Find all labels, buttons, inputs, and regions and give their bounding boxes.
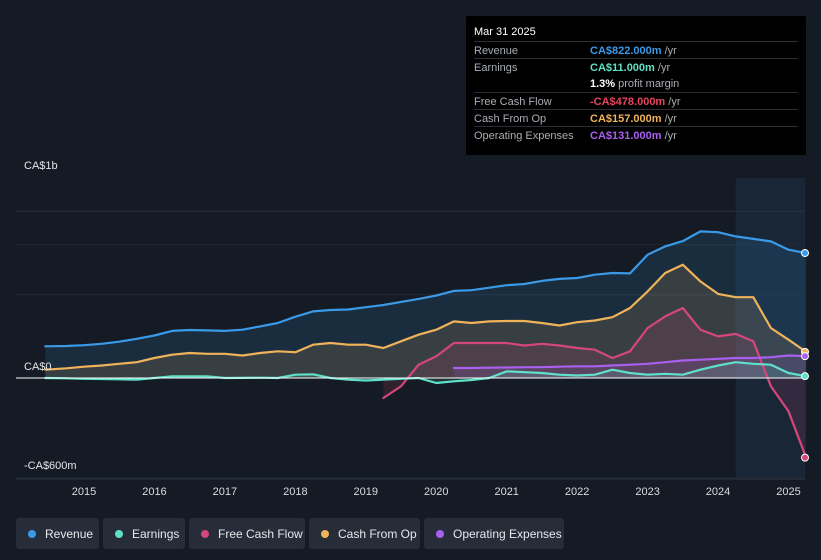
x-tick-label: 2025 — [776, 486, 800, 498]
y-label-bottom: -CA$600m — [24, 460, 77, 472]
x-tick-label: 2017 — [213, 486, 237, 498]
free-cash-flow-area — [383, 308, 807, 458]
tooltip-label: Operating Expenses — [474, 130, 574, 142]
tooltip-value: 1.3% profit margin — [590, 78, 680, 90]
x-tick-label: 2016 — [142, 486, 166, 498]
tooltip-label: Earnings — [474, 62, 518, 74]
x-tick-label: 2019 — [354, 486, 378, 498]
x-tick-label: 2015 — [72, 486, 96, 498]
legend-dot — [436, 529, 444, 538]
tooltip-label: Revenue — [474, 45, 519, 57]
revenue-endpoint — [801, 249, 809, 258]
tooltip-date: Mar 31 2025 — [474, 26, 536, 38]
legend-revenue[interactable]: Revenue — [16, 518, 99, 549]
tooltip-value: CA$131.000m /yr — [590, 130, 677, 142]
y-label-zero: CA$0 — [24, 361, 52, 373]
y-label-top: CA$1b — [24, 160, 58, 172]
tooltip-row-cfo: Cash From Op CA$157.000m /yr — [474, 109, 798, 127]
legend-operating-expenses[interactable]: Operating Expenses — [424, 518, 564, 549]
x-tick-label: 2020 — [424, 486, 448, 498]
x-tick-label: 2024 — [706, 486, 730, 498]
legend-dot — [201, 529, 209, 538]
chart-background — [16, 178, 805, 480]
tooltip-row-fcf: Free Cash Flow -CA$478.000m /yr — [474, 92, 798, 110]
legend-free-cash-flow[interactable]: Free Cash Flow — [189, 518, 305, 549]
cash-from-op-line — [44, 263, 808, 371]
legend-earnings[interactable]: Earnings — [103, 518, 185, 549]
legend-label: Cash From Op — [338, 526, 417, 541]
earnings-endpoint — [801, 372, 809, 381]
tooltip-row-revenue: Revenue CA$822.000m /yr — [474, 41, 798, 59]
tooltip-row-margin: 1.3% profit margin — [474, 75, 798, 92]
operating-expenses-line — [452, 354, 808, 370]
revenue-line — [44, 230, 808, 348]
operating-expenses-endpoint — [801, 352, 809, 361]
free-cash-flow-endpoint — [801, 453, 809, 462]
x-tick-label: 2023 — [635, 486, 659, 498]
tooltip-value: CA$11.000m /yr — [590, 62, 671, 74]
tooltip-label: Free Cash Flow — [474, 96, 552, 108]
tooltip-row-earnings: Earnings CA$11.000m /yr — [474, 58, 798, 76]
tooltip-value: -CA$478.000m /yr — [590, 96, 681, 108]
legend-dot — [28, 529, 36, 538]
legend-label: Earnings — [132, 526, 180, 541]
tooltip: Mar 31 2025 Revenue CA$822.000m /yr Earn… — [466, 16, 806, 155]
legend-label: Operating Expenses — [453, 526, 562, 541]
x-tick-label: 2022 — [565, 486, 589, 498]
revenue-area — [45, 231, 807, 378]
tooltip-value: CA$157.000m /yr — [590, 113, 677, 125]
legend-label: Revenue — [45, 526, 94, 541]
forecast-region — [735, 178, 805, 480]
legend-dot — [115, 529, 123, 538]
legend-dot — [321, 529, 329, 538]
legend-label: Free Cash Flow — [218, 526, 303, 541]
tooltip-label: Cash From Op — [474, 113, 547, 125]
x-tick-label: 2018 — [283, 486, 307, 498]
cash-from-op-area — [45, 264, 807, 378]
x-tick-label: 2021 — [494, 486, 518, 498]
free-cash-flow-line — [382, 306, 808, 459]
tooltip-value: CA$822.000m /yr — [590, 45, 677, 57]
legend-cash-from-op[interactable]: Cash From Op — [309, 518, 420, 549]
earnings-line — [44, 361, 808, 385]
tooltip-row-opex: Operating Expenses CA$131.000m /yr — [474, 126, 798, 144]
